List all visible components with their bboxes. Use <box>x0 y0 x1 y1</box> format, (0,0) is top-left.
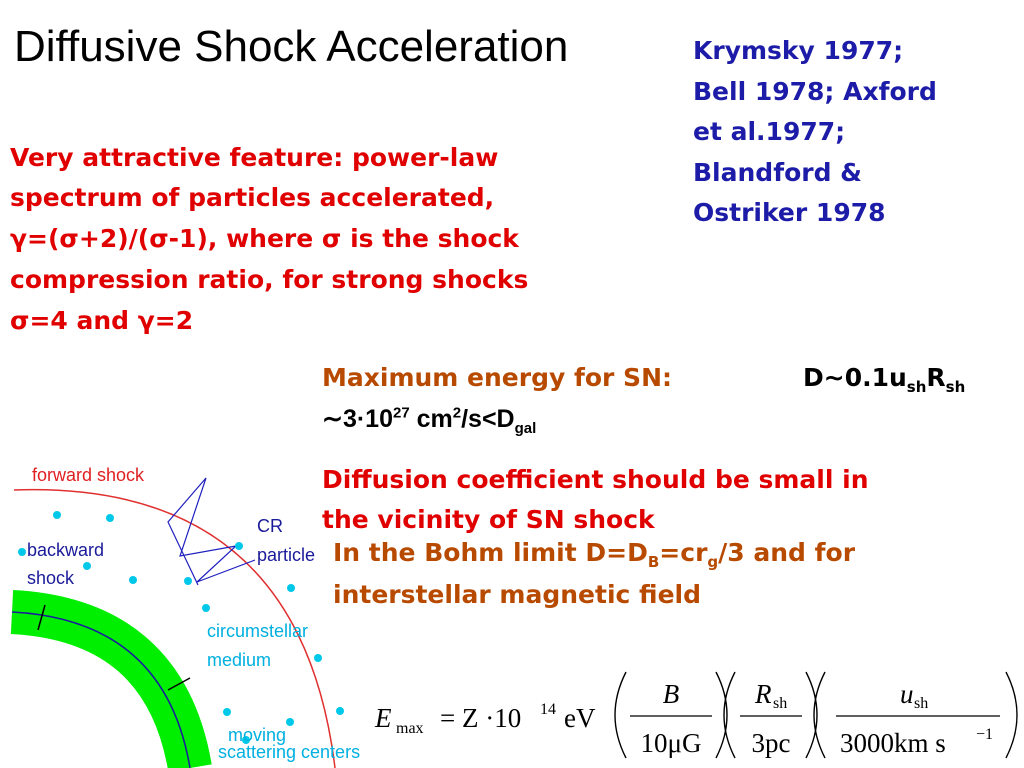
arrow <box>167 677 191 691</box>
diffusion-note: the vicinity of SN shock <box>322 505 655 534</box>
feature-line: Very attractive feature: power-law <box>10 143 499 172</box>
formula-text: R <box>754 679 772 709</box>
text: cm <box>409 405 453 433</box>
formula-text: 10μG <box>641 728 702 758</box>
feature-line: σ=4 and γ=2 <box>10 306 194 335</box>
feature-line: γ=(σ+2)/(σ-1), where σ is the shock <box>10 224 519 253</box>
feature-line: spectrum of particles accelerated, <box>10 183 495 212</box>
diffusion-note: Diffusion coefficient should be small in <box>322 465 869 494</box>
reference-line: et al.1977; <box>693 117 846 146</box>
subscript: g <box>707 553 719 571</box>
text: ∼3·10 <box>322 405 393 433</box>
reference-line: Bell 1978; Axford <box>693 77 937 106</box>
text: In the Bohm limit D=D <box>333 538 648 567</box>
superscript: 27 <box>392 404 410 422</box>
label: backward <box>27 540 104 560</box>
label: scattering centers <box>218 742 360 762</box>
diffusion-estimate: D∼0.1ushRsh <box>803 363 965 396</box>
formula-text: −1 <box>976 726 993 743</box>
scattering-centers <box>18 511 344 744</box>
text: /s<D <box>461 405 515 433</box>
subscript: sh <box>906 378 927 396</box>
reference-line: Blandford & <box>693 158 862 187</box>
label: SN <box>35 654 60 674</box>
superscript: 2 <box>452 404 462 422</box>
label: shock <box>27 568 75 588</box>
subscript: B <box>647 553 660 571</box>
title: Diffusive Shock Acceleration <box>14 22 569 71</box>
label: forward shock <box>32 465 145 485</box>
bohm-line: interstellar magnetic field <box>333 580 701 609</box>
formula-text: 3000km s <box>840 728 946 758</box>
forward-shock-line <box>13 488 336 768</box>
max-energy-label: Maximum energy for SN: <box>322 363 672 392</box>
formula-text: = Z ·10 <box>440 703 521 733</box>
label: CR <box>257 516 283 536</box>
formula-text: 14 <box>540 701 556 718</box>
formula-text: max <box>396 720 424 737</box>
label: moving <box>228 725 286 745</box>
formula-text: 3pc <box>752 728 791 758</box>
text: D∼0.1u <box>803 363 907 392</box>
backward-shock-line <box>11 611 191 768</box>
label: particle <box>257 545 315 565</box>
bohm-line: In the Bohm limit D=DB=crg/3 and for <box>333 538 855 571</box>
formula-text: E <box>374 703 392 733</box>
text: =cr <box>659 538 708 567</box>
reference-line: Krymsky 1977; <box>693 36 904 65</box>
formula-text: sh <box>773 695 787 712</box>
arrow <box>37 604 46 631</box>
parentheses <box>614 671 1018 759</box>
label: ejecta <box>35 683 84 703</box>
reference-line: Ostriker 1978 <box>693 198 886 227</box>
subscript: sh <box>945 378 966 396</box>
diffusion-limit: ∼3·1027 cm2/s<Dgal <box>322 404 536 437</box>
label: medium <box>207 650 271 670</box>
formula-text: sh <box>914 695 928 712</box>
particle-path <box>167 477 256 586</box>
label: circumstellar <box>207 621 308 641</box>
text: R <box>926 363 946 392</box>
text: /3 and for <box>718 538 856 567</box>
subscript: gal <box>514 420 537 437</box>
formula-text: eV <box>564 703 596 733</box>
feature-line: compression ratio, for strong shocks <box>10 265 529 294</box>
formula-text: u <box>900 679 914 709</box>
formula-text: B <box>663 679 680 709</box>
